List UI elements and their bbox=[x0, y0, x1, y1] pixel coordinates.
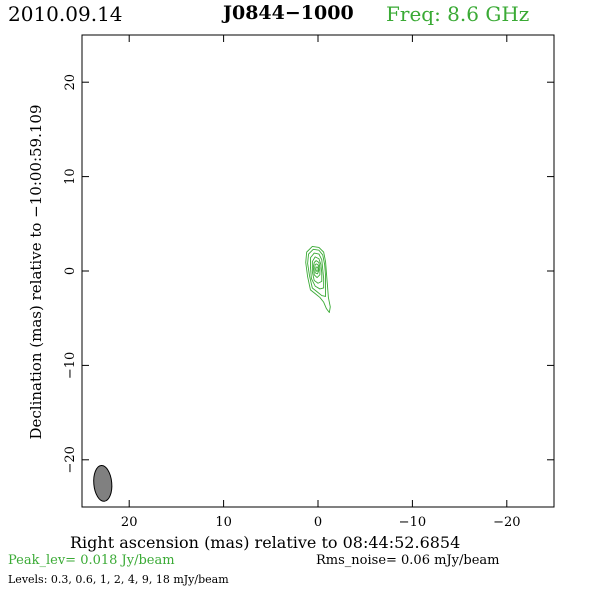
x-tick-label: −10 bbox=[399, 515, 426, 530]
y-tick-label: 20 bbox=[63, 74, 78, 91]
beam-ellipse bbox=[93, 465, 113, 502]
y-tick-label: 10 bbox=[63, 168, 78, 185]
axis-tick-labels: 20 10 0 −10 −20 20 10 0 −10 −20 bbox=[63, 74, 521, 530]
frequency-label: Freq: 8.6 GHz bbox=[386, 2, 530, 26]
epoch-date: 2010.09.14 bbox=[8, 2, 123, 26]
x-tick-label: 10 bbox=[215, 515, 232, 530]
contour-lines bbox=[305, 246, 331, 313]
y-axis-label: Declination (mas) relative to −10:00:59.… bbox=[27, 104, 45, 439]
contour-level-9 bbox=[314, 263, 320, 275]
x-tick-label: −20 bbox=[493, 515, 520, 530]
source-name: J0844−1000 bbox=[223, 2, 354, 24]
contour-level-0_6 bbox=[307, 248, 326, 297]
contour-level-2 bbox=[311, 256, 323, 284]
y-tick-label: −10 bbox=[63, 352, 78, 379]
peak-level: Peak_lev= 0.018 Jy/beam bbox=[8, 553, 175, 568]
contour-level-18 bbox=[315, 266, 319, 272]
x-tick-label: 0 bbox=[314, 515, 322, 530]
x-tick-label: 20 bbox=[121, 515, 138, 530]
axis-ticks bbox=[82, 35, 554, 507]
contour-levels: Levels: 0.3, 0.6, 1, 2, 4, 9, 18 mJy/bea… bbox=[8, 573, 229, 586]
contour-level-1 bbox=[310, 252, 325, 290]
rms-noise: Rms_noise= 0.06 mJy/beam bbox=[316, 553, 500, 568]
x-axis-label: Right ascension (mas) relative to 08:44:… bbox=[70, 533, 461, 552]
contour-level-4 bbox=[312, 260, 321, 279]
y-tick-label: 0 bbox=[63, 267, 78, 275]
beam-shape bbox=[93, 465, 113, 502]
contour-level-0_3 bbox=[305, 246, 331, 313]
y-tick-label: −20 bbox=[63, 446, 78, 473]
